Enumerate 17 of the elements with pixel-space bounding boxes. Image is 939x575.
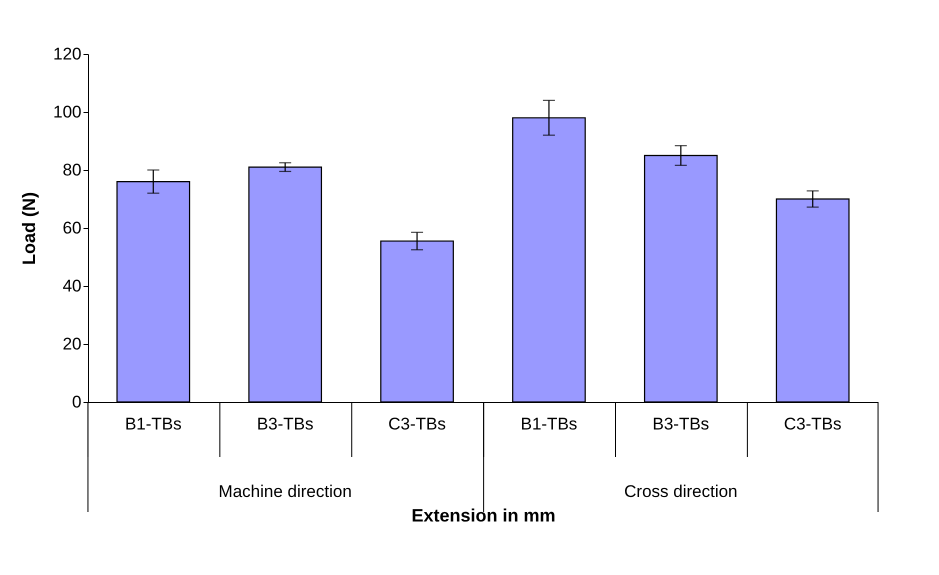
x-axis-title: Extension in mm (411, 506, 556, 526)
x-tick-label: B3-TBs (652, 414, 710, 434)
y-tick-label: 120 (53, 44, 82, 64)
x-tick-label: B3-TBs (256, 414, 314, 434)
text: Cross direction (624, 482, 738, 501)
text: Machine direction (218, 482, 352, 501)
y-tick-label: 80 (62, 160, 82, 180)
y-tick-label: 100 (53, 102, 82, 122)
y-tick-label: 0 (72, 392, 82, 412)
y-tick-label: 40 (62, 276, 82, 296)
y-axis-title: Load (N) (19, 192, 40, 265)
x-tick-label: C3-TBs (784, 414, 842, 434)
y-tick-label: 20 (62, 334, 82, 354)
x-tick-label: B1-TBs (124, 414, 182, 434)
x-tick-label: C3-TBs (388, 414, 446, 434)
y-tick-label: 60 (62, 218, 82, 238)
x-tick-label: B1-TBs (520, 414, 578, 434)
